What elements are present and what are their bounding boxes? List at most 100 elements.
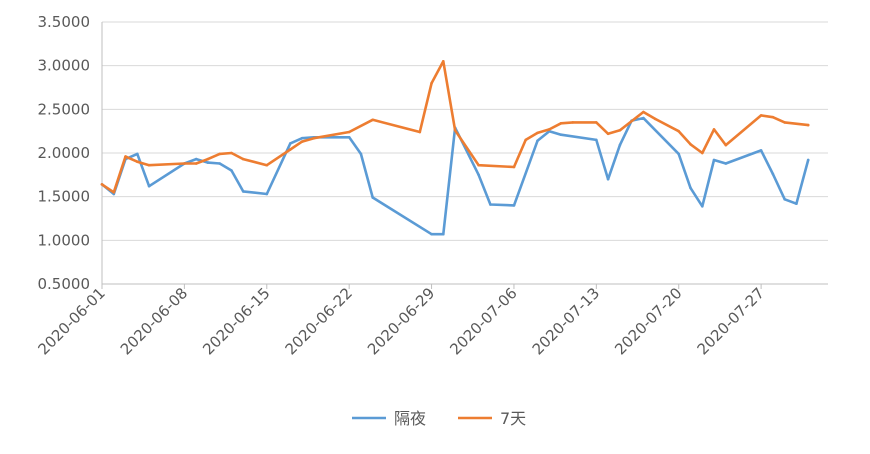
y-tick-label: 0.5000 (38, 275, 91, 293)
y-tick-label: 1.0000 (38, 231, 91, 249)
x-tick-labels: 2020-06-01 2020-06-08 2020-06-15 2020-06-22… (34, 284, 767, 358)
data-point (595, 138, 598, 142)
data-point (289, 148, 292, 151)
data-point (206, 161, 210, 164)
x-tick-label: 2020-07-20 (611, 284, 685, 358)
data-point (795, 202, 798, 205)
data-point (136, 152, 139, 156)
data-point (147, 184, 151, 188)
x-tick-label: 2020-06-29 (364, 284, 438, 358)
data-point (712, 128, 716, 131)
data-point (595, 121, 598, 124)
x-tick-label: 2020-06-15 (199, 284, 273, 358)
data-point (677, 129, 680, 133)
data-point (289, 142, 292, 145)
data-point (136, 160, 139, 163)
legend-label: 7天 (500, 409, 526, 428)
data-point (230, 151, 233, 155)
x-tick-label: 2020-07-06 (446, 284, 520, 358)
series-lines (100, 59, 810, 236)
data-point (442, 232, 445, 236)
data-point (100, 183, 104, 186)
data-point (724, 143, 728, 147)
data-point (300, 136, 304, 140)
data-point (477, 173, 480, 177)
y-tick-label: 3.0000 (38, 57, 91, 75)
series-line-0 (100, 116, 810, 236)
data-point (230, 169, 233, 172)
data-point (642, 116, 645, 120)
x-tick-label: 2020-06-08 (117, 284, 191, 358)
data-point (559, 133, 563, 136)
data-point (371, 118, 375, 122)
y-tick-label: 2.5000 (38, 100, 91, 118)
data-point (477, 163, 480, 167)
data-point (677, 152, 680, 156)
data-point (194, 162, 198, 165)
legend: 隔夜 7天 (352, 409, 526, 428)
data-point (759, 149, 763, 152)
data-point (524, 138, 527, 142)
data-point (183, 162, 186, 165)
data-point (265, 192, 269, 196)
data-point (618, 129, 622, 132)
data-point (147, 163, 151, 167)
data-point (771, 115, 775, 119)
data-point (512, 165, 516, 169)
data-point (218, 152, 221, 156)
data-point (347, 130, 351, 134)
data-point (359, 152, 363, 156)
data-point (206, 157, 210, 161)
data-point (759, 114, 763, 117)
data-point (218, 162, 221, 165)
data-point (701, 205, 704, 208)
x-tick-label: 2020-07-27 (694, 284, 768, 358)
data-point (712, 158, 716, 162)
data-point (606, 177, 610, 181)
data-point (265, 163, 269, 167)
data-point (536, 139, 539, 143)
x-tick-label: 2020-06-01 (34, 284, 108, 358)
data-point (571, 121, 575, 124)
data-point (606, 132, 610, 136)
axes (101, 22, 828, 289)
data-point (194, 157, 198, 161)
data-point (512, 204, 516, 207)
data-point (300, 140, 304, 143)
data-point (124, 155, 127, 158)
data-point (689, 186, 692, 190)
data-point (430, 232, 433, 236)
data-point (312, 136, 316, 140)
data-point (347, 136, 351, 139)
data-point (701, 151, 704, 155)
legend-label: 隔夜 (394, 409, 426, 428)
data-point (489, 203, 492, 206)
data-point (548, 128, 551, 131)
data-point (653, 117, 657, 121)
data-point (618, 143, 622, 147)
data-point (806, 123, 810, 127)
x-tick-label: 2020-07-13 (529, 284, 603, 358)
data-point (442, 60, 445, 63)
y-tick-label: 2.0000 (38, 144, 91, 162)
data-point (559, 122, 563, 125)
data-point (783, 121, 786, 124)
data-point (724, 162, 728, 165)
data-point (689, 143, 692, 146)
data-point (430, 81, 433, 85)
data-point (771, 172, 775, 176)
data-point (536, 131, 539, 135)
series-line-1 (100, 59, 810, 194)
y-tick-label: 1.5000 (38, 188, 91, 206)
data-point (453, 129, 457, 132)
gridlines (102, 21, 828, 241)
y-tick-label: 3.5000 (38, 13, 91, 31)
data-point (806, 158, 810, 162)
data-point (418, 130, 422, 134)
y-tick-labels: 0.5000 1.0000 1.5000 2.0000 2.5000 3.0000 3.50… (38, 13, 91, 293)
data-point (371, 196, 375, 199)
data-point (642, 110, 645, 114)
data-point (783, 198, 786, 201)
data-point (241, 190, 245, 193)
